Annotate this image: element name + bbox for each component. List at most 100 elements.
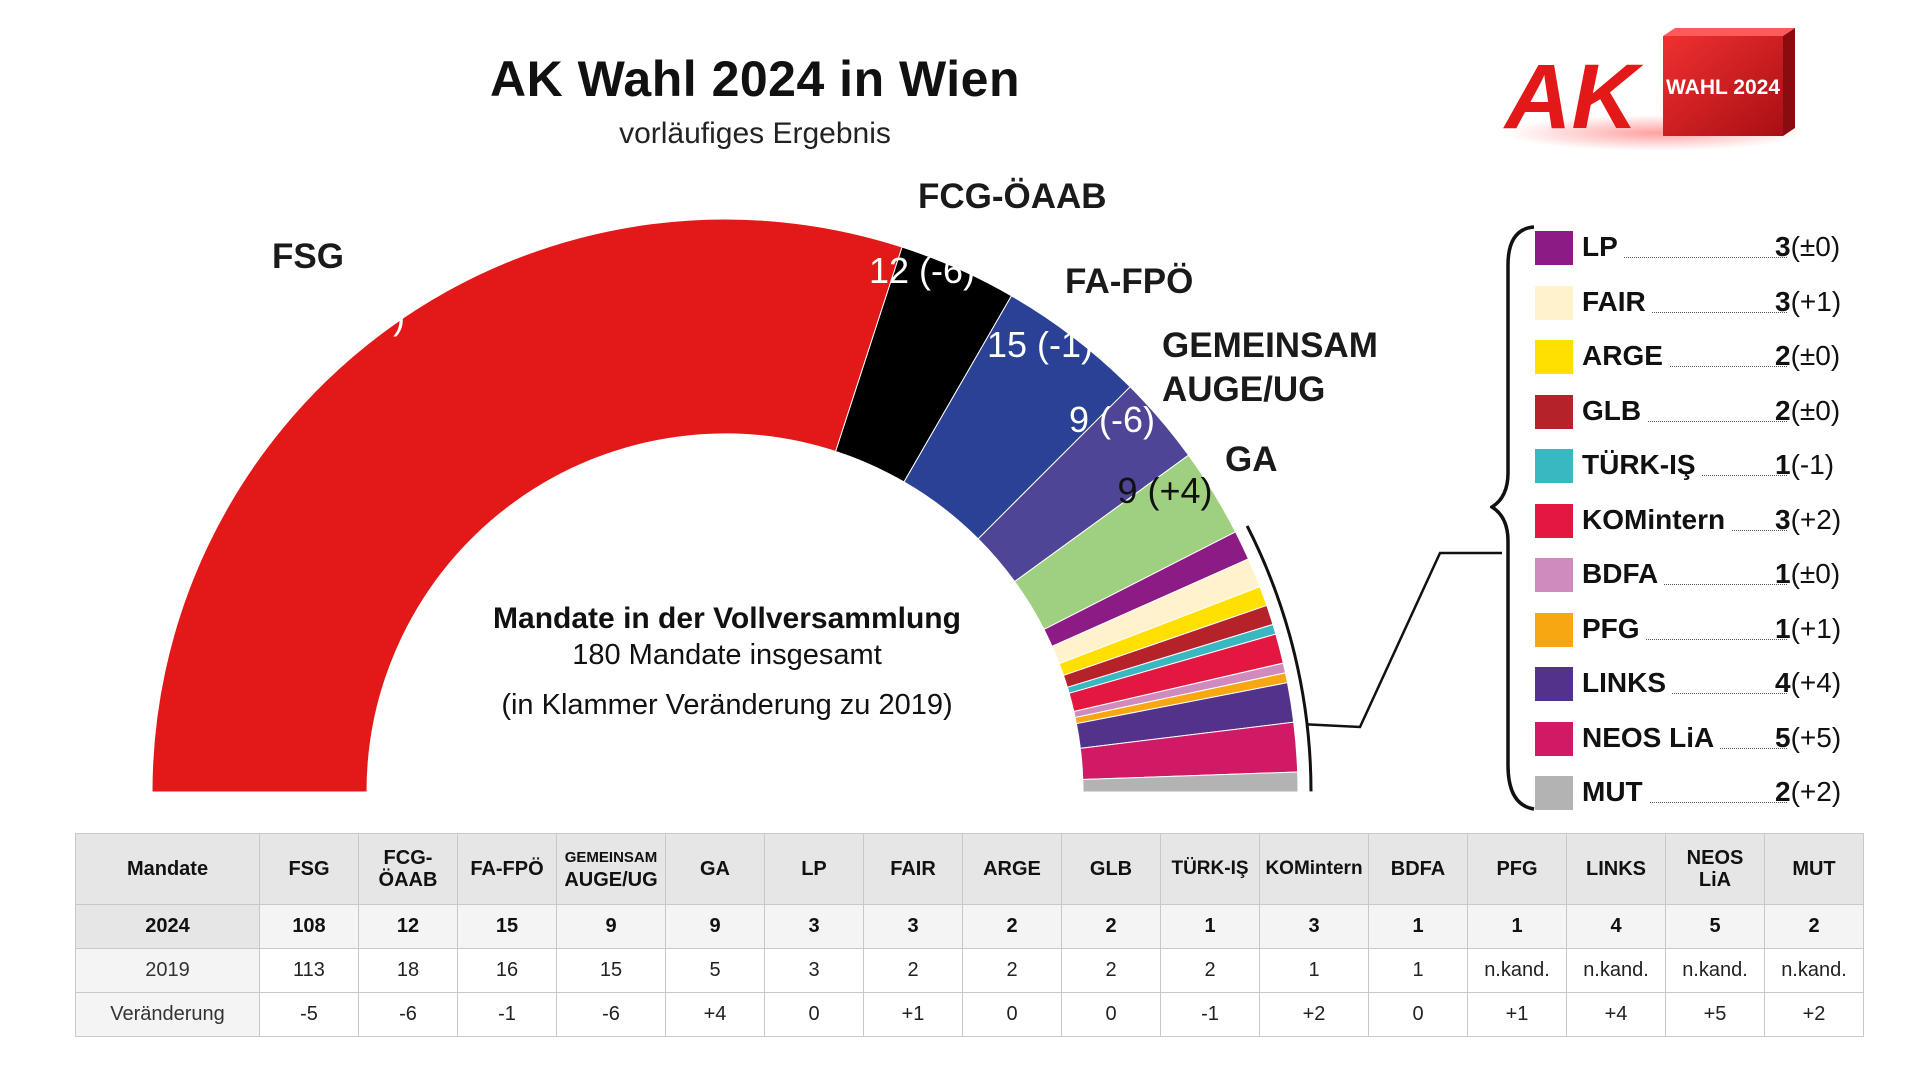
- ak-wahl-logo: AK WAHL 2024: [1503, 28, 1805, 151]
- table-col-header-line: LINKS: [1586, 858, 1646, 880]
- label-seats-fsg: 108 (-5): [279, 296, 405, 337]
- logo-badge-text: WAHL 2024: [1666, 76, 1780, 99]
- mandate-table: Mandate FSG FCG- ÖAAB FA-FPÖ GEMEINSAM AUGE/UG…: [75, 833, 1864, 1037]
- legend-leader: [1615, 420, 1787, 422]
- legend-swatch: [1535, 285, 1573, 320]
- legend-seats: 2: [1775, 340, 1791, 371]
- table-row-label: Veränderung: [75, 992, 260, 1037]
- legend-change: (±0): [1790, 558, 1841, 589]
- legend-seats: 1: [1775, 449, 1791, 480]
- table-cell: +1: [863, 992, 963, 1037]
- table-cell: 2: [1764, 904, 1864, 949]
- table-cell: +2: [1764, 992, 1864, 1037]
- table-col-header-line: LiA: [1698, 869, 1732, 891]
- label-name-fsg: FSG: [272, 237, 344, 276]
- page-title: AK Wahl 2024 in Wien: [489, 51, 1021, 107]
- legend-item-fair: FAIR 3(+1): [1535, 282, 1865, 322]
- label-seats-ga: 9 (+4): [1117, 470, 1212, 511]
- legend-change: (±0): [1790, 340, 1841, 371]
- label-name-gemeinsam-auge-ug-0: GEMEINSAM: [1162, 326, 1378, 365]
- table-cell: 18: [358, 948, 458, 993]
- legend-name: KOMintern: [1582, 503, 1732, 536]
- table-row: 2024 108 12 15 9 9 3 3 2 2 1 3 1 1 4 5 2: [75, 904, 1864, 949]
- legend-swatch: [1535, 558, 1573, 592]
- table-cell: -1: [1160, 992, 1260, 1037]
- table-row: 2019 113 18 16 15 5 3 2 2 2 2 1 1 n.kand. n.kand. n.kan…: [75, 948, 1864, 993]
- label-seats-fcg-aab: 12 (-6): [869, 250, 975, 291]
- legend-item-lp: LP 3(±0): [1535, 227, 1865, 267]
- table-col-header-line: GEMEINSAM: [564, 849, 658, 866]
- legend-swatch: [1535, 394, 1573, 429]
- table-col-header-line: GA: [700, 858, 730, 880]
- table-cell: 2: [1061, 904, 1161, 949]
- table-cell: 2: [1160, 948, 1260, 993]
- table-cell: n.kand.: [1566, 948, 1666, 993]
- table-col-header-line: FCG-: [383, 847, 433, 869]
- legend-swatch: [1535, 340, 1573, 374]
- table-col-header: ARGE: [962, 833, 1062, 905]
- label-name-ga: GA: [1225, 440, 1278, 479]
- table-cell: 0: [962, 992, 1062, 1037]
- legend-brace: [1490, 225, 1535, 811]
- legend-leader: [1615, 311, 1787, 313]
- table-col-header: KOMintern: [1259, 833, 1369, 905]
- legend-swatch: [1535, 721, 1573, 756]
- legend-item-arge: ARGE 2(±0): [1535, 336, 1865, 376]
- legend-name: LP: [1582, 231, 1624, 263]
- table-cell: 9: [556, 904, 666, 949]
- legend-value: 4(+4): [1775, 667, 1865, 699]
- legend-seats: 2: [1775, 776, 1791, 807]
- label-seats-gemeinsam-auge-ug: 9 (-6): [1069, 399, 1155, 440]
- legend-item-komintern: KOMintern 3(+2): [1535, 500, 1865, 540]
- wedge-fsg: [151, 218, 903, 793]
- legend-leader: [1615, 584, 1787, 585]
- table-col-header-line: FAIR: [890, 858, 936, 880]
- table-col-header: NEOS LiA: [1665, 833, 1765, 905]
- table-cell: 3: [863, 904, 963, 949]
- legend-seats: 3: [1775, 231, 1791, 262]
- legend-name: GLB: [1582, 394, 1648, 427]
- table-cell: -6: [358, 992, 458, 1037]
- legend-swatch: [1535, 667, 1573, 701]
- legend-change: (±0): [1790, 394, 1841, 426]
- table-cell: 1: [1368, 904, 1468, 949]
- legend-value: 2(±0): [1775, 395, 1865, 427]
- table-col-header-line: PFG: [1496, 858, 1538, 880]
- table-col-header: FSG: [259, 833, 359, 905]
- seat-chart: FSG 108 (-5) FCG-ÖAAB 12 (-6) FA-FPÖ 15 (-1) G…: [151, 177, 1502, 793]
- center-note: (in Klammer Veränderung zu 2019): [501, 689, 952, 721]
- legend-change: (+4): [1790, 667, 1842, 698]
- table-cell: 0: [764, 992, 864, 1037]
- table-col-header: FCG- ÖAAB: [358, 833, 458, 905]
- table-col-header: TÜRK-IŞ: [1160, 833, 1260, 905]
- legend-value: 2(+2): [1775, 776, 1865, 808]
- legend-seats: 3: [1775, 503, 1791, 535]
- table-cell: 1: [1160, 904, 1260, 949]
- table-cell: 9: [665, 904, 765, 949]
- table-cell: 4: [1566, 904, 1666, 949]
- center-total: 180 Mandate insgesamt: [572, 639, 882, 671]
- table-cell: +4: [1566, 992, 1666, 1037]
- legend-item-pfg: PFG 1(+1): [1535, 609, 1865, 649]
- table-col-header-line: AUGE/UG: [564, 869, 658, 891]
- center-title: Mandate in der Vollversammlung: [493, 602, 961, 635]
- table-col-header-line: KOMintern: [1265, 858, 1363, 879]
- legend-change: (±0): [1790, 231, 1841, 262]
- table-cell: 1: [1467, 904, 1567, 949]
- table-cell: 12: [358, 904, 458, 949]
- table-row-header: Mandate: [75, 833, 260, 905]
- legend-swatch: [1535, 449, 1573, 483]
- table-row-label: 2019: [75, 948, 260, 993]
- table-cell: +5: [1665, 992, 1765, 1037]
- table-cell: 0: [1368, 992, 1468, 1037]
- table-col-header: FA-FPÖ: [457, 833, 557, 905]
- table-col-header-line: MUT: [1792, 858, 1836, 880]
- legend-name: ARGE: [1582, 340, 1669, 372]
- legend-name: PFG: [1582, 612, 1646, 645]
- legend-leader: [1615, 366, 1787, 367]
- legend-value: 5(+5): [1775, 722, 1865, 754]
- table-row-label: 2024: [75, 904, 260, 949]
- legend-seats: 3: [1775, 285, 1791, 317]
- legend-item-glb: GLB 2(±0): [1535, 391, 1865, 431]
- page-subtitle: vorläufiges Ergebnis: [619, 117, 891, 150]
